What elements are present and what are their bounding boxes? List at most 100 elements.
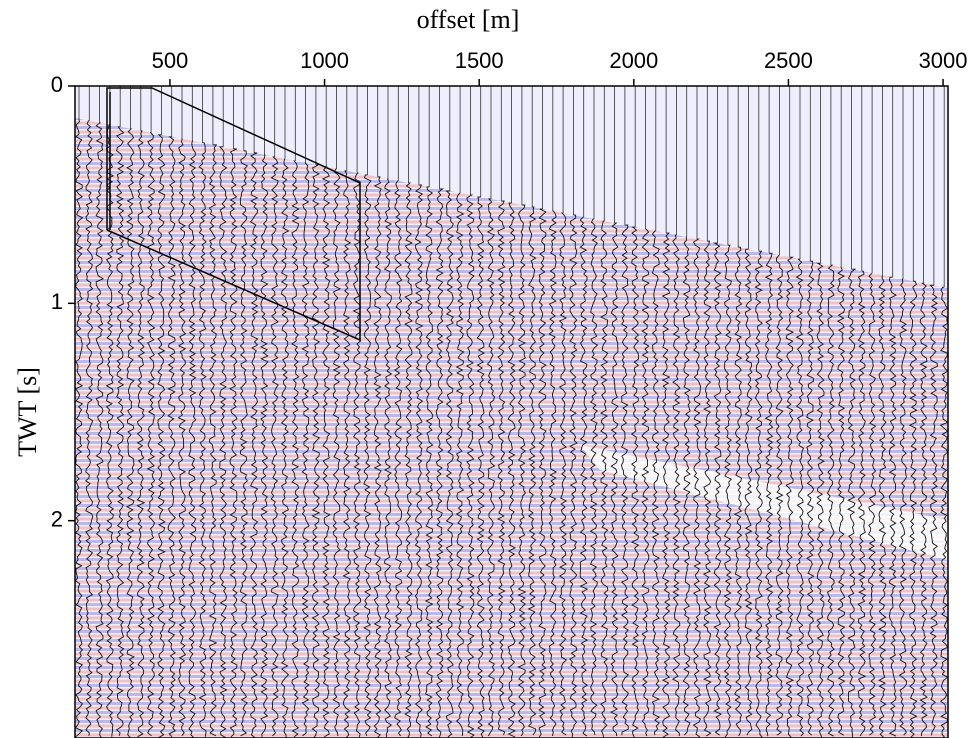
trace-wiggle [435,188,444,738]
trace-wiggle [167,136,176,738]
trace-wiggle [620,224,630,736]
trace-wiggle [280,158,290,738]
trace-wiggle [188,140,197,738]
trace-wiggle [259,154,269,737]
x-tick-label: 2000 [609,48,658,73]
trace-wiggle [105,124,115,737]
trace-wiggle [630,226,640,738]
trace-wiggle [301,162,310,737]
trace-wiggle [775,254,784,736]
trace-wiggle [929,284,938,736]
trace-wiggle [682,236,691,736]
trace-wiggle [249,152,259,738]
trace-wiggle [115,126,125,736]
trace-wiggle [816,262,825,738]
trace-wiggle [85,120,94,736]
trace-wiggle [754,250,764,738]
trace-wiggle [744,248,753,736]
trace-wiggle [589,218,599,736]
trace-wiggle [126,128,135,738]
trace-wiggle [702,240,712,737]
trace-wiggle [455,192,465,737]
trace-wiggle [146,132,156,737]
x-tick-label: 1000 [300,48,349,73]
trace-wiggle [692,238,702,738]
x-tick-label: 500 [152,48,189,73]
trace-wiggle [672,234,681,737]
trace-wiggle [919,282,928,737]
quiet-band [580,445,948,560]
x-tick-label: 1500 [455,48,504,73]
trace-wiggle [898,278,908,736]
trace-wiggle [764,252,774,737]
y-tick-label: 0 [51,72,63,97]
x-tick-label: 3000 [919,48,968,73]
trace-wiggle [548,210,558,737]
trace-wiggle [321,166,331,738]
trace-wiggle [404,182,414,738]
trace-wiggle [641,228,650,737]
x-axis-label: offset [m] [417,5,520,34]
y-tick-label: 2 [51,506,63,531]
trace-wiggle [600,220,609,738]
trace-wiggle [445,190,455,738]
trace-wiggle [208,144,218,737]
trace-wiggle [383,178,393,738]
trace-wiggle [270,156,279,737]
gather [75,86,948,738]
trace-wiggle [239,150,249,737]
trace-wiggle [311,164,321,738]
trace-wiggle [868,272,877,736]
trace-wiggle [198,142,207,737]
trace-wiggle [568,214,578,738]
y-axis-label: TWT [s] [13,367,42,457]
trace-wiggle [806,260,815,736]
trace-wiggle [857,270,867,737]
trace-wiggle [373,176,382,738]
trace-wiggle [229,148,238,738]
trace-wiggle [352,172,362,738]
trace-wiggle [177,138,187,737]
trace-wiggle [712,242,723,736]
trace-wiggle [414,184,424,738]
trace-wiggle [939,286,948,738]
trace-wiggle [795,258,805,737]
trace-wiggle [579,216,589,737]
trace-wiggle [538,208,547,738]
trace-wiggle [291,160,300,738]
trace-wiggle [661,232,671,738]
trace-wiggle [836,266,846,736]
trace-wiggle [95,122,105,738]
trace-wiggle [733,246,743,737]
trace-wiggle [908,280,918,738]
trace-wiggle [332,168,342,736]
trace-wiggle [723,244,733,738]
trace-wiggle [651,230,661,736]
trace-wiggle [363,174,372,737]
trace-wiggle [527,206,537,736]
trace-wiggle [342,170,352,738]
trace-wiggle [486,198,496,737]
trace-wiggle [507,202,517,738]
trace-wiggle [558,212,568,736]
trace-wiggle [847,268,857,738]
trace-wiggle [75,118,84,738]
trace-wiggle [826,264,836,737]
trace-wiggle [157,134,166,738]
trace-wiggle [878,275,887,738]
plot-frame [74,85,949,738]
trace-wiggle [610,222,619,737]
trace-wiggle [218,146,228,738]
trace-wiggle [394,180,403,737]
trace-wiggle [888,276,897,737]
trace-wiggle [496,200,506,736]
trace-wiggle [517,204,527,737]
trace-wiggle [424,186,434,737]
window-outline [106,87,361,342]
y-tick-label: 1 [51,289,63,314]
trace-wiggle [136,130,146,738]
trace-wiggle [785,256,795,738]
traces [75,86,948,738]
